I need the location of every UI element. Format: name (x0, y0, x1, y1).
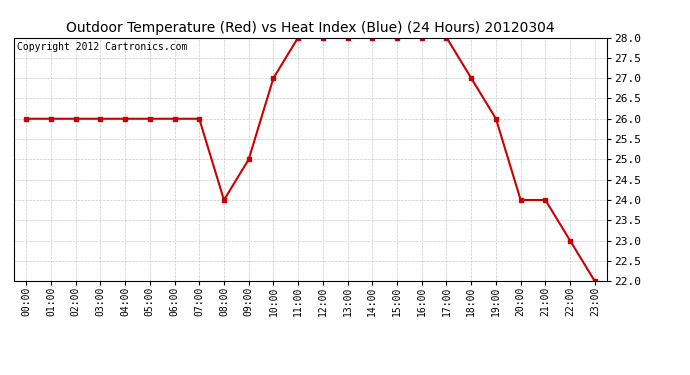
Title: Outdoor Temperature (Red) vs Heat Index (Blue) (24 Hours) 20120304: Outdoor Temperature (Red) vs Heat Index … (66, 21, 555, 35)
Text: Copyright 2012 Cartronics.com: Copyright 2012 Cartronics.com (17, 42, 187, 52)
